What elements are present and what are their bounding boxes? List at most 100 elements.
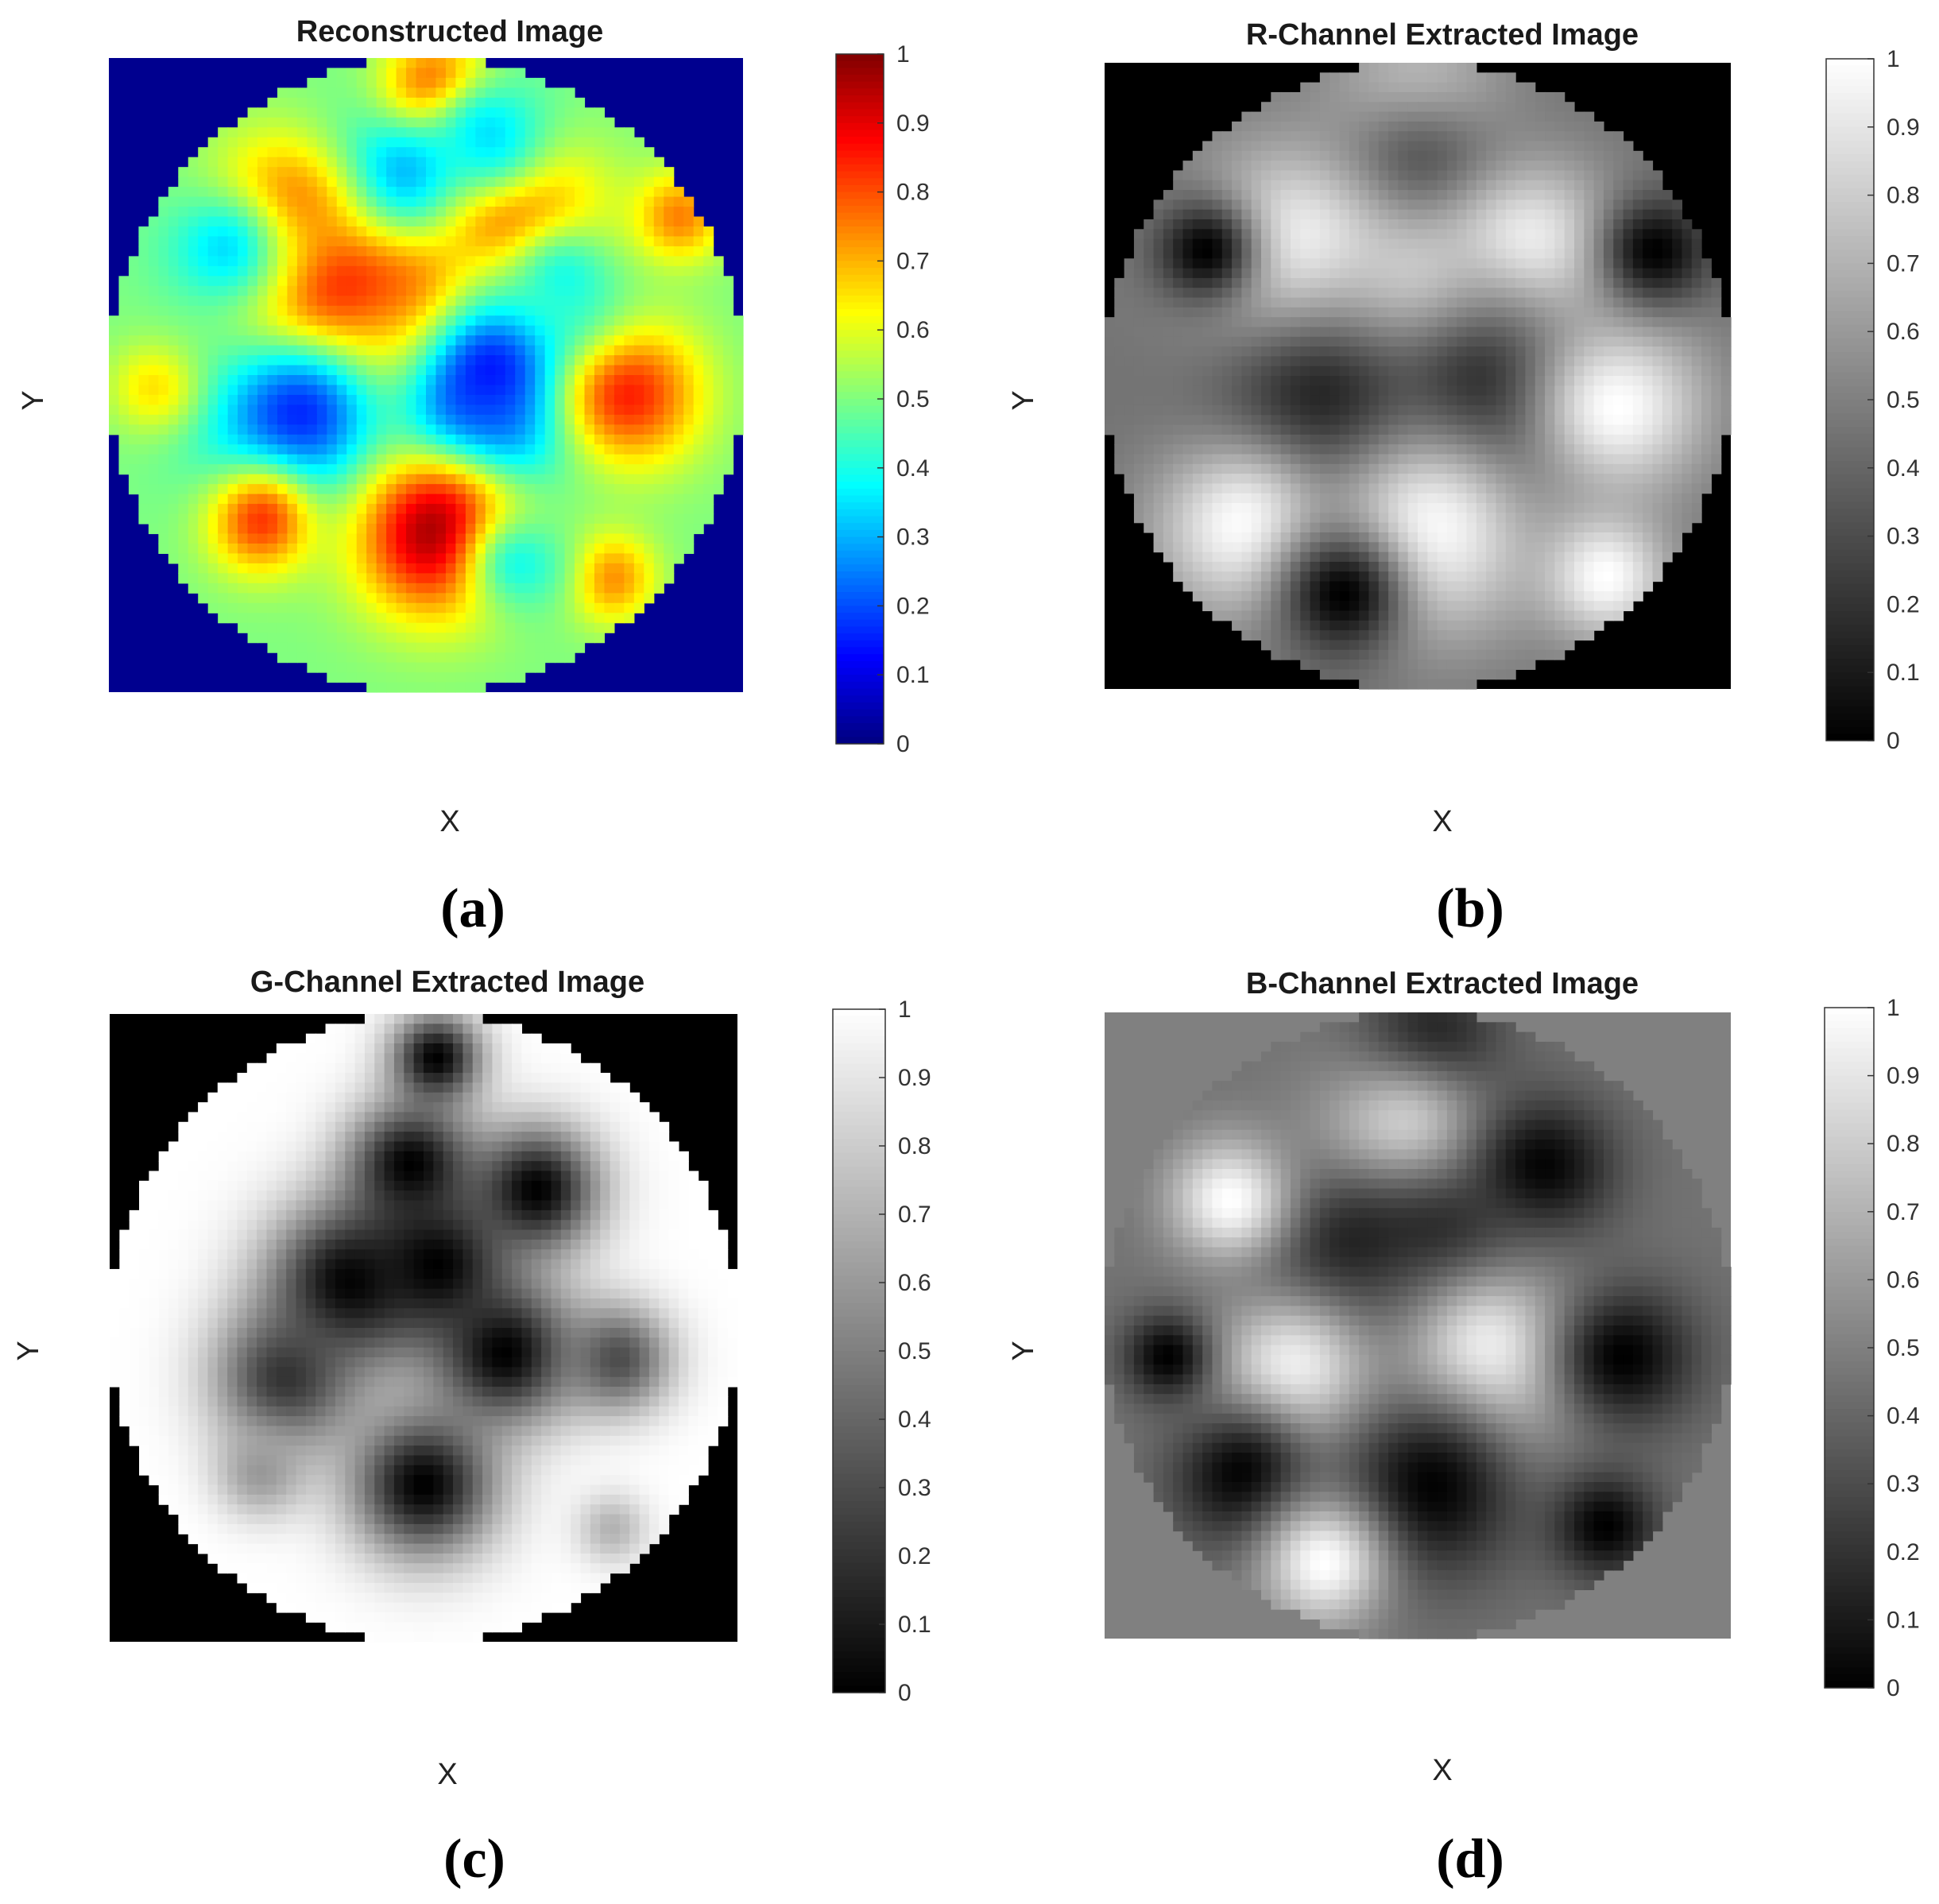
heatmap-cell xyxy=(316,157,327,168)
heatmap-cell xyxy=(1496,121,1507,132)
heatmap-cell xyxy=(287,196,298,207)
colorbar-segment xyxy=(836,157,884,165)
heatmap-cell xyxy=(1720,346,1732,357)
heatmap-cell xyxy=(336,207,347,218)
heatmap-cell xyxy=(336,68,347,79)
heatmap-cell xyxy=(218,315,229,327)
heatmap-cell xyxy=(544,504,555,515)
heatmap-cell xyxy=(1505,199,1516,211)
heatmap-cell xyxy=(1418,248,1428,259)
heatmap-cell xyxy=(1280,141,1291,152)
heatmap-cell xyxy=(1466,209,1477,220)
heatmap-cell xyxy=(1241,327,1252,338)
heatmap-cell xyxy=(465,355,476,366)
heatmap-cell xyxy=(1584,170,1595,181)
heatmap-cell xyxy=(1290,102,1301,113)
heatmap-cell xyxy=(644,305,655,316)
heatmap-cell xyxy=(584,404,595,416)
heatmap-cell xyxy=(257,563,269,574)
heatmap-cell xyxy=(524,642,536,653)
colorbar-segment xyxy=(836,647,884,655)
heatmap-cell xyxy=(158,355,169,366)
heatmap-cell xyxy=(1388,346,1399,357)
heatmap-cell xyxy=(1515,356,1527,367)
heatmap-cell xyxy=(644,533,655,544)
heatmap-cell xyxy=(346,296,358,307)
heatmap-cell xyxy=(653,424,664,435)
heatmap-cell xyxy=(683,325,695,336)
heatmap-cell xyxy=(564,236,575,247)
heatmap-cell xyxy=(148,345,159,356)
heatmap-cell xyxy=(475,464,486,475)
heatmap-cell xyxy=(1329,82,1341,93)
heatmap-cell xyxy=(1593,141,1604,152)
heatmap-cell xyxy=(515,68,526,79)
heatmap-cell xyxy=(584,246,595,257)
colorbar-segment xyxy=(836,509,884,517)
heatmap-cell xyxy=(1446,336,1457,347)
heatmap-cell xyxy=(327,563,338,574)
heatmap-cell xyxy=(564,97,575,108)
heatmap-cell xyxy=(356,652,367,664)
heatmap-cell xyxy=(287,167,298,178)
heatmap-cell xyxy=(1574,366,1585,377)
heatmap-cell xyxy=(723,434,734,445)
heatmap-cell xyxy=(158,375,169,386)
heatmap-cell xyxy=(1437,327,1448,338)
heatmap-cell xyxy=(664,553,675,564)
heatmap-cell xyxy=(1486,317,1497,328)
heatmap-cell xyxy=(713,474,724,485)
heatmap-cell xyxy=(1554,258,1566,269)
heatmap-cell xyxy=(515,404,526,416)
heatmap-cell xyxy=(435,296,447,307)
heatmap-cell xyxy=(1124,268,1135,279)
heatmap-cell xyxy=(564,176,575,188)
heatmap-cell xyxy=(296,454,308,465)
heatmap-cell xyxy=(455,325,466,336)
heatmap-cell xyxy=(445,226,457,238)
heatmap-cell xyxy=(584,107,595,118)
heatmap-cell xyxy=(1418,346,1428,357)
heatmap-cell xyxy=(693,394,704,406)
heatmap-cell xyxy=(1319,229,1330,240)
heatmap-cell xyxy=(1515,190,1527,200)
heatmap-cell xyxy=(1515,91,1527,103)
heatmap-cell xyxy=(683,484,695,495)
heatmap-cell xyxy=(664,167,675,178)
heatmap-cell xyxy=(594,484,606,495)
heatmap-cell xyxy=(336,256,347,267)
heatmap-cell xyxy=(703,504,714,515)
heatmap-cell xyxy=(1632,277,1643,288)
heatmap-cell xyxy=(1133,248,1144,259)
heatmap-cell xyxy=(307,593,318,604)
heatmap-cell xyxy=(1202,180,1213,191)
heatmap-cell xyxy=(366,424,377,435)
heatmap-cell xyxy=(1153,248,1164,259)
heatmap-cell xyxy=(198,285,209,296)
heatmap-cell xyxy=(613,414,625,425)
heatmap-cell xyxy=(1261,376,1271,386)
heatmap-cell xyxy=(664,414,675,425)
heatmap-cell xyxy=(1359,102,1370,113)
heatmap-cell xyxy=(118,355,130,366)
heatmap-cell xyxy=(396,662,407,673)
heatmap-cell xyxy=(693,424,704,435)
heatmap-cell xyxy=(307,236,318,247)
heatmap-cell xyxy=(296,385,308,396)
heatmap-cell xyxy=(1584,317,1595,328)
heatmap-cell xyxy=(1212,288,1223,299)
heatmap-cell xyxy=(653,385,664,396)
heatmap-cell xyxy=(673,553,684,564)
heatmap-cell xyxy=(366,385,377,396)
heatmap-cell xyxy=(336,365,347,376)
heatmap-cell xyxy=(544,454,555,465)
heatmap-cell xyxy=(524,296,536,307)
heatmap-cell xyxy=(366,296,377,307)
colorbar-tick-label: 0.3 xyxy=(896,524,930,551)
heatmap-cell xyxy=(1329,346,1341,357)
heatmap-cell xyxy=(1241,288,1252,299)
heatmap-cell xyxy=(257,285,269,296)
heatmap-cell xyxy=(416,444,427,455)
heatmap-cell xyxy=(168,296,179,307)
heatmap-cell xyxy=(1496,307,1507,318)
